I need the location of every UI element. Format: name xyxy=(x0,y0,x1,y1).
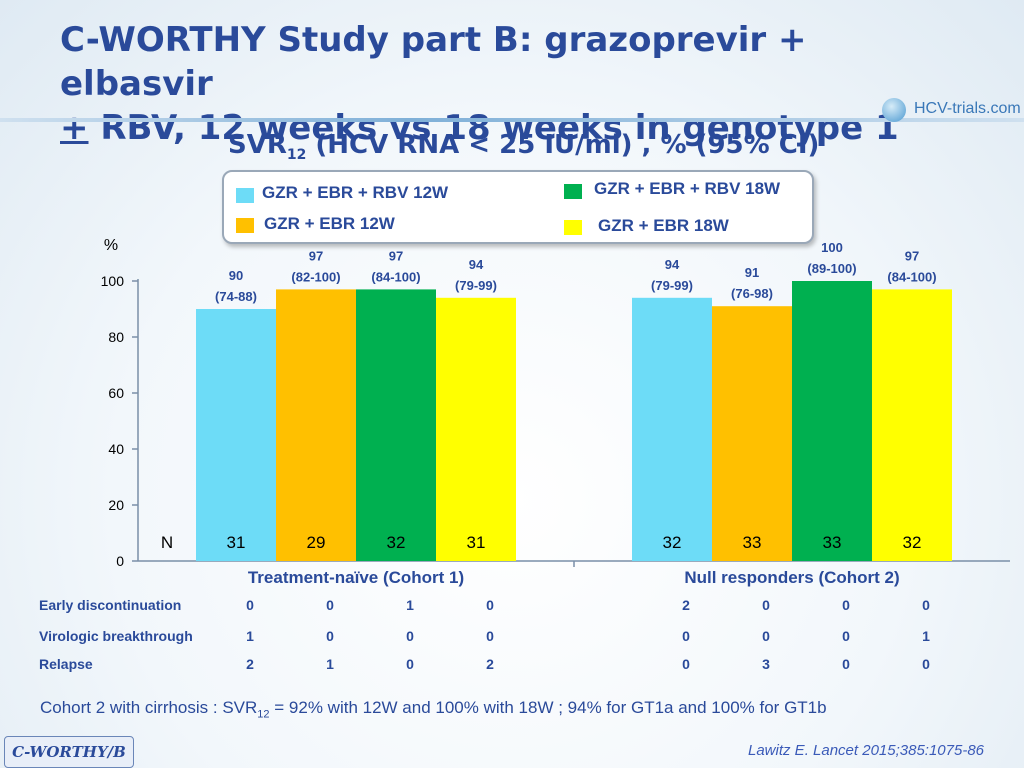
cirrhosis-footnote: Cohort 2 with cirrhosis : SVR12 = 92% wi… xyxy=(40,698,827,720)
reference-citation: Lawitz E. Lancet 2015;385:1075-86 xyxy=(748,742,985,759)
legend-swatch-rbv-18w xyxy=(564,184,582,199)
subtitle-subscript: 12 xyxy=(286,147,307,164)
chart-subtitle: SVR12 (HCV RNA < 25 IU/ml) , % (95% CI) xyxy=(228,130,819,163)
subtitle-rest: (HCV RNA < 25 IU/ml) , % (95% CI) xyxy=(306,130,820,160)
title-line-1: C-WORTHY Study part B: grazoprevir + elb… xyxy=(60,20,807,104)
logo-text: HCV-trials.com xyxy=(914,100,1021,117)
globe-icon xyxy=(882,98,906,122)
legend-swatch-12w xyxy=(236,218,254,233)
legend-swatch-18w xyxy=(564,220,582,235)
hcv-trials-logo: HCV-trials.com xyxy=(882,96,1022,124)
chart-legend: GZR + EBR + RBV 12W GZR + EBR + RBV 18W … xyxy=(222,170,814,244)
title-divider xyxy=(0,118,1024,122)
title-line-2: RBV, 12 weeks vs 18 weeks in genotype 1 xyxy=(88,108,899,148)
footnote-pre: Cohort 2 with cirrhosis : SVR xyxy=(40,698,258,717)
legend-label-rbv-12w: GZR + EBR + RBV 12W xyxy=(262,183,449,202)
legend-label-12w: GZR + EBR 12W xyxy=(264,214,395,233)
legend-swatch-rbv-12w xyxy=(236,188,254,203)
footnote-post: = 92% with 12W and 100% with 18W ; 94% f… xyxy=(269,698,827,717)
study-tag: C-WORTHY/B xyxy=(4,736,134,768)
slide-title: C-WORTHY Study part B: grazoprevir + elb… xyxy=(60,18,940,150)
legend-label-18w: GZR + EBR 18W xyxy=(598,216,729,235)
subtitle-main: SVR xyxy=(228,130,287,160)
footnote-subscript: 12 xyxy=(257,708,270,721)
plus-minus-symbol: + xyxy=(60,108,89,148)
legend-label-rbv-18w: GZR + EBR + RBV 18W xyxy=(594,179,781,198)
